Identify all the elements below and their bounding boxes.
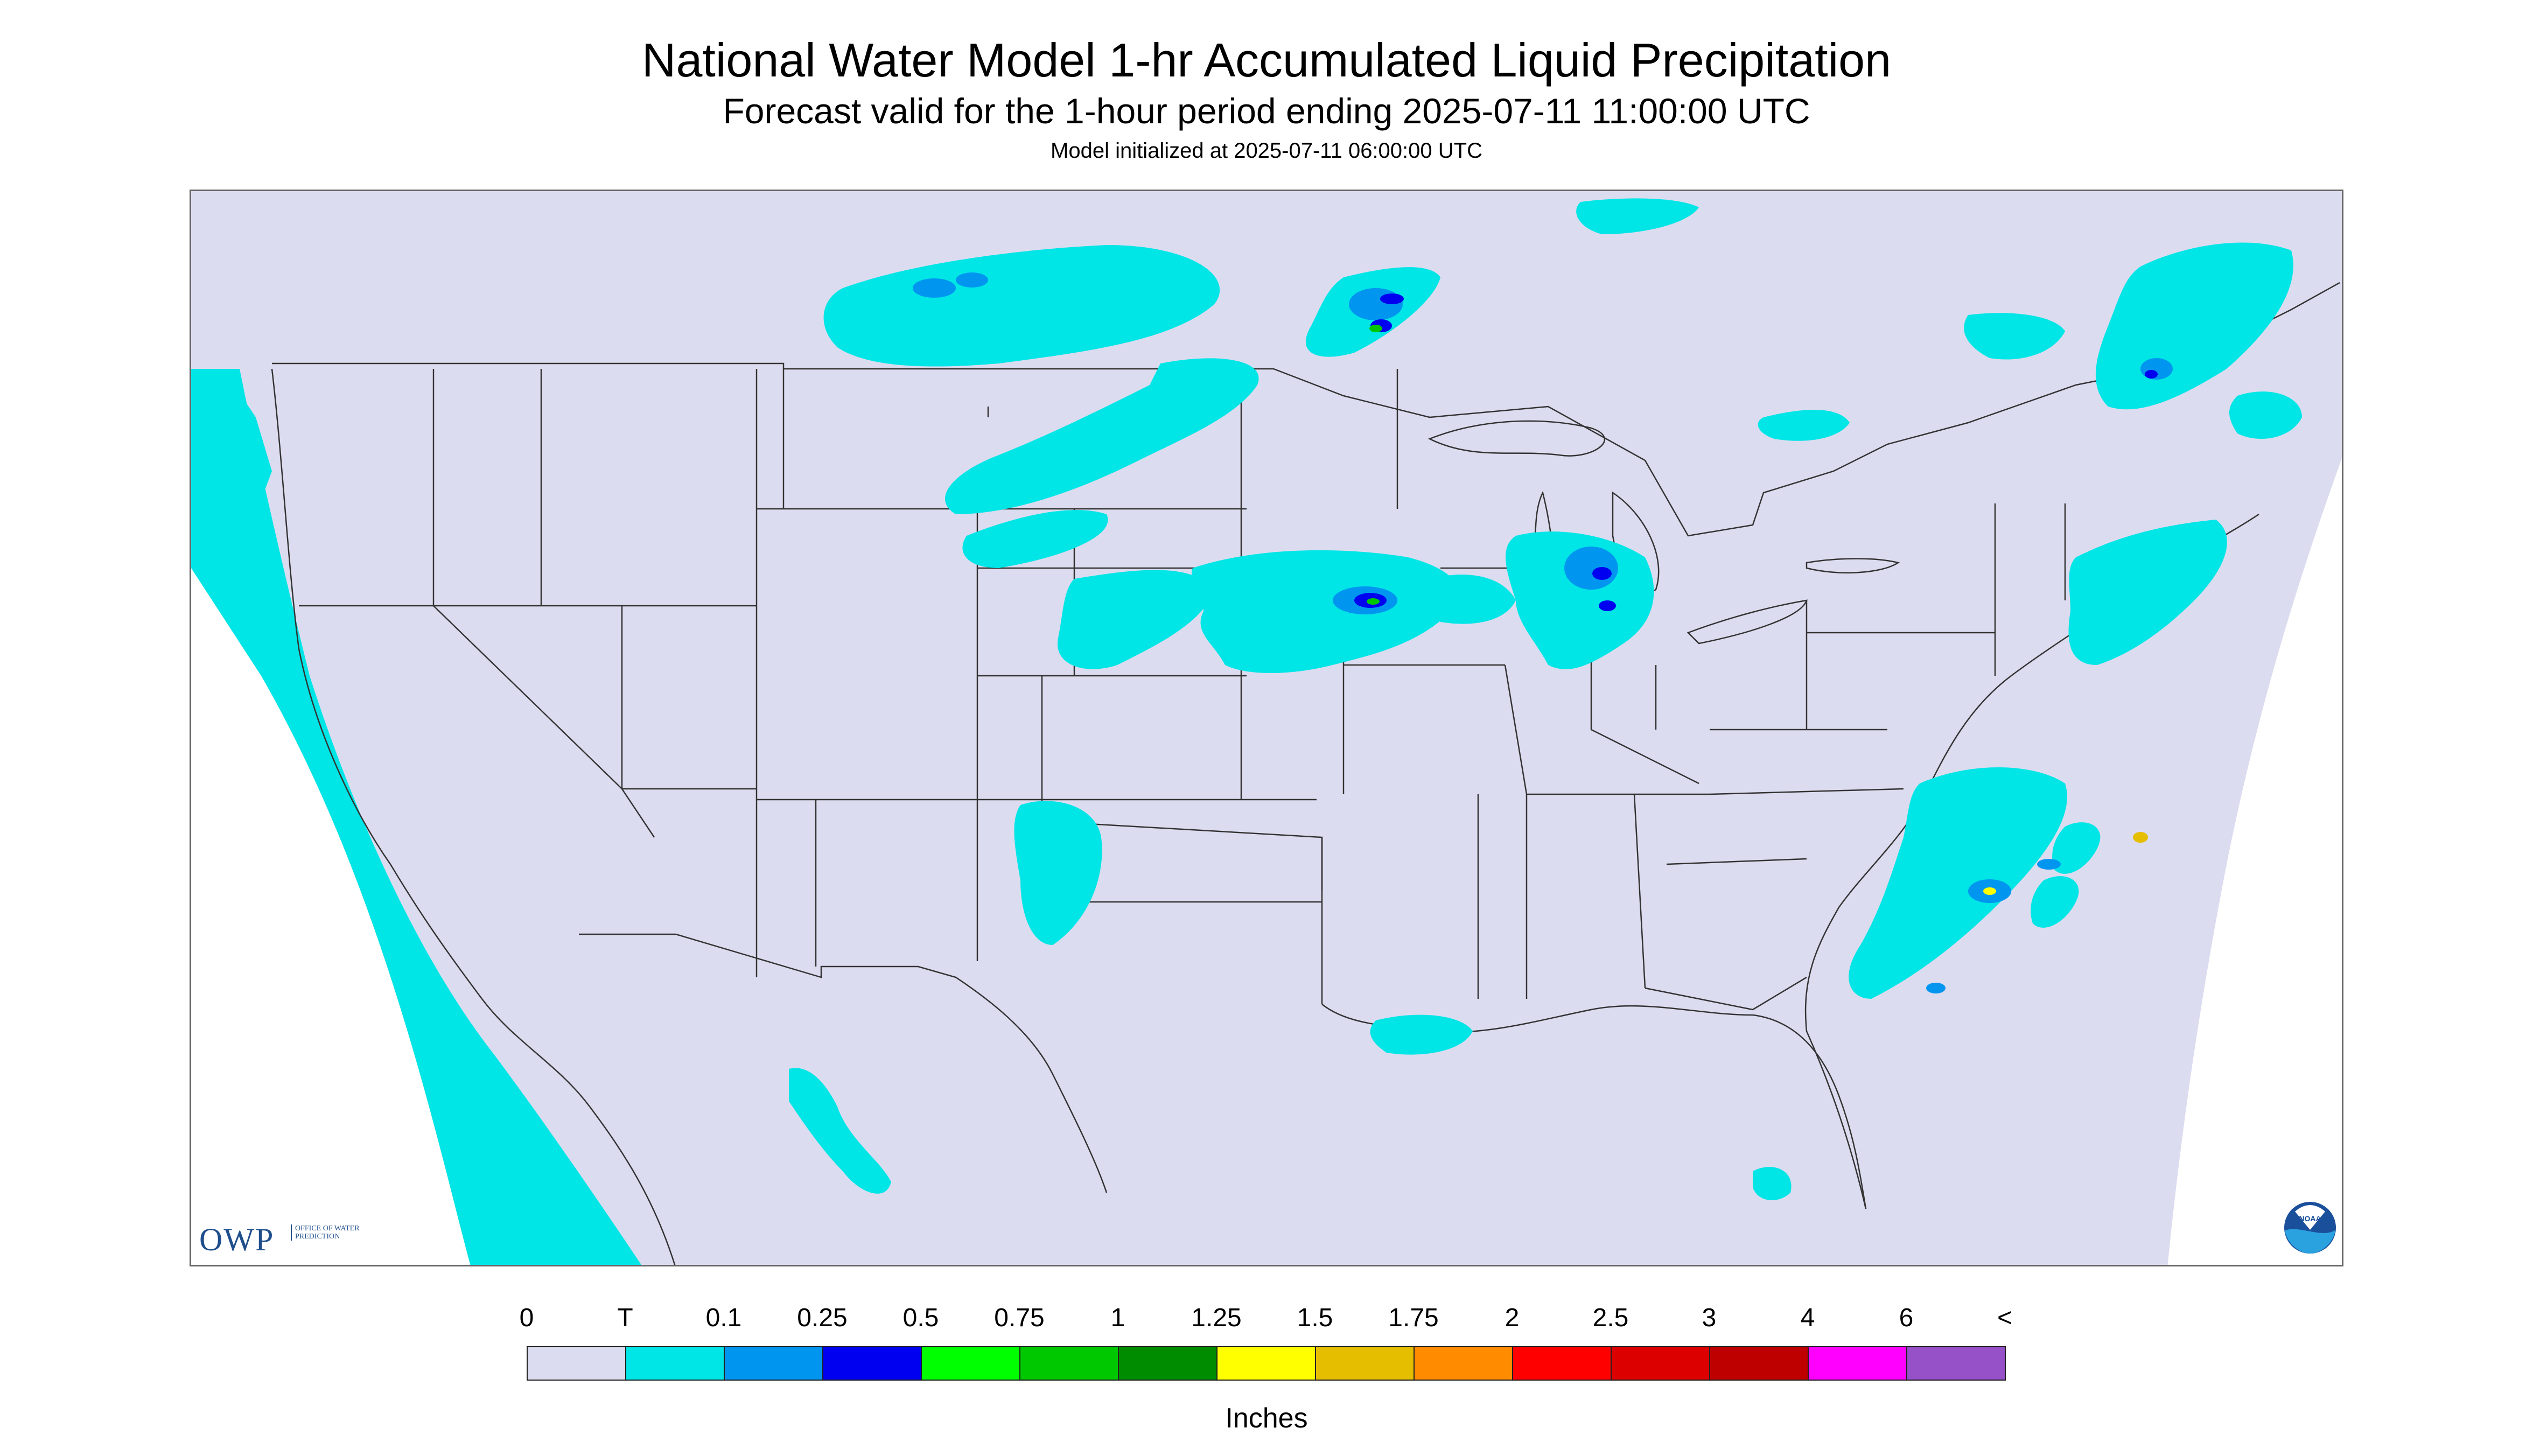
- legend-color-cell: [1414, 1346, 1513, 1381]
- legend-tick-label: 3: [1702, 1304, 1717, 1332]
- legend-tick-label: 0.5: [902, 1304, 939, 1332]
- great-lakes-ontario: [1806, 558, 1900, 573]
- legend-tick-label: 1: [1110, 1304, 1125, 1332]
- legend-units-label: Inches: [1225, 1403, 1308, 1434]
- us-mexico-border: [579, 933, 1108, 1193]
- map-title: National Water Model 1-hr Accumulated Li…: [641, 33, 1892, 87]
- legend-color-cell: [921, 1346, 1020, 1381]
- projection-area: [191, 191, 2342, 1265]
- legend-color-cell: [1019, 1346, 1119, 1381]
- legend-color-cell: [527, 1346, 626, 1381]
- legend-color-cell: [625, 1346, 725, 1381]
- legend-color-cell: [1709, 1346, 1809, 1381]
- legend-tick-label: 0.25: [797, 1304, 848, 1332]
- legend-tick-label: 0.75: [994, 1304, 1045, 1332]
- legend-tick-label: 2: [1505, 1304, 1520, 1332]
- legend-color-cell: [1906, 1346, 2006, 1381]
- precipitation-map: [190, 190, 2343, 1266]
- legend-color-cell: [1315, 1346, 1415, 1381]
- legend-tick-label: T: [617, 1304, 633, 1332]
- map-canvas: [191, 191, 2342, 1265]
- precip-moderate: [913, 272, 2173, 993]
- legend-color-cell: [724, 1346, 823, 1381]
- noaa-emblem-icon: NOAA: [2284, 1202, 2336, 1254]
- noaa-logo: NOAA: [2283, 1201, 2337, 1255]
- legend-tick-label: 1.75: [1388, 1304, 1439, 1332]
- legend-color-cell: [1216, 1346, 1316, 1381]
- great-lakes-superior: [1428, 420, 1605, 457]
- owp-logo-letters: OWP: [199, 1222, 275, 1257]
- owp-logo: OWP OFFICE OF WATER PREDICTION: [199, 1221, 372, 1259]
- forecast-valid-subtitle: Forecast valid for the 1-hour period end…: [723, 91, 1810, 131]
- legend-color-cell: [1808, 1346, 1907, 1381]
- legend-color-cell: [1611, 1346, 1710, 1381]
- legend-color-cell: [822, 1346, 922, 1381]
- pacific-precip-north: [202, 385, 272, 525]
- legend-tick-label: <: [1997, 1304, 2013, 1332]
- legend-tick-label: 1.5: [1297, 1304, 1333, 1332]
- legend-tick-label: 6: [1899, 1304, 1914, 1332]
- precip-trace: [789, 198, 2302, 1200]
- legend-colorbar: [527, 1346, 2007, 1384]
- legend-tick-label: 0.1: [705, 1304, 742, 1332]
- legend-tick-label: 2.5: [1592, 1304, 1629, 1332]
- legend-color-cell: [1118, 1346, 1217, 1381]
- noaa-logo-text: NOAA: [2299, 1214, 2321, 1223]
- model-init-label: Model initialized at 2025-07-11 06:00:00…: [1051, 139, 1482, 163]
- owp-logo-text: OFFICE OF WATER PREDICTION: [291, 1224, 365, 1241]
- legend-tick-label: 4: [1800, 1304, 1815, 1332]
- legend-tick-label: 1.25: [1191, 1304, 1242, 1332]
- legend-color-cell: [1512, 1346, 1612, 1381]
- borders: [271, 282, 2340, 1265]
- legend-tick-label: 0: [519, 1304, 534, 1332]
- pacific-coastline: [271, 368, 676, 1265]
